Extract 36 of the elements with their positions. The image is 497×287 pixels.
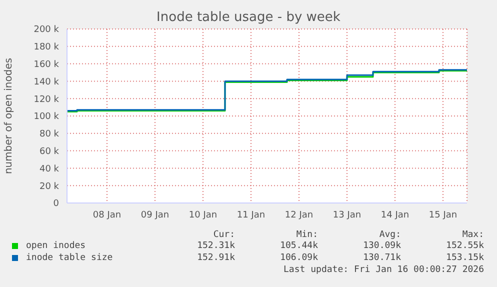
legend-label: inode table size xyxy=(25,253,114,263)
text: Avg: xyxy=(378,230,401,240)
text: 152.91k xyxy=(196,253,235,263)
y-tick-label: 180 k xyxy=(34,42,60,53)
y-tick-label: 60 k xyxy=(39,146,60,157)
x-tick-label: 08 Jan xyxy=(92,210,122,220)
y-tick-label: 160 k xyxy=(34,60,60,70)
y-tick-label: 200 k xyxy=(34,25,60,36)
text: Cur: xyxy=(212,230,235,240)
x-tick-label: 12 Jan xyxy=(284,210,314,220)
text: 105.44k xyxy=(279,241,318,251)
text: 130.71k xyxy=(362,253,401,263)
x-tick-label: 15 Jan xyxy=(428,210,458,220)
x-tick-label: 09 Jan xyxy=(140,210,170,220)
x-tick-label: 11 Jan xyxy=(236,210,266,220)
y-tick-label: 140 k xyxy=(34,77,60,88)
text: 106.09k xyxy=(279,253,318,263)
text: Last update: Fri Jan 16 00:00:27 2026 xyxy=(282,265,484,275)
text: 152.55k xyxy=(445,241,484,251)
x-tick-label: 10 Jan xyxy=(188,210,218,220)
text: Max: xyxy=(461,230,484,240)
y-tick-label: 0 xyxy=(53,199,60,210)
text: 153.15k xyxy=(445,253,484,263)
y-tick-label: 100 k xyxy=(34,112,60,122)
x-tick-label: 14 Jan xyxy=(380,210,410,220)
legend-label: open inodes xyxy=(25,241,87,251)
y-tick-label: 40 k xyxy=(39,164,60,174)
text: 152.31k xyxy=(196,241,235,251)
x-tick-label: 13 Jan xyxy=(332,210,362,220)
y-tick-label: 80 k xyxy=(39,130,60,140)
chart-title: Inode table usage - by week xyxy=(156,10,342,25)
text: Min: xyxy=(295,230,318,240)
y-tick-label: 20 k xyxy=(39,182,60,192)
text: 130.09k xyxy=(362,241,401,251)
y-tick-label: 120 k xyxy=(34,94,60,105)
y-axis-title: number of open inodes xyxy=(4,58,15,174)
